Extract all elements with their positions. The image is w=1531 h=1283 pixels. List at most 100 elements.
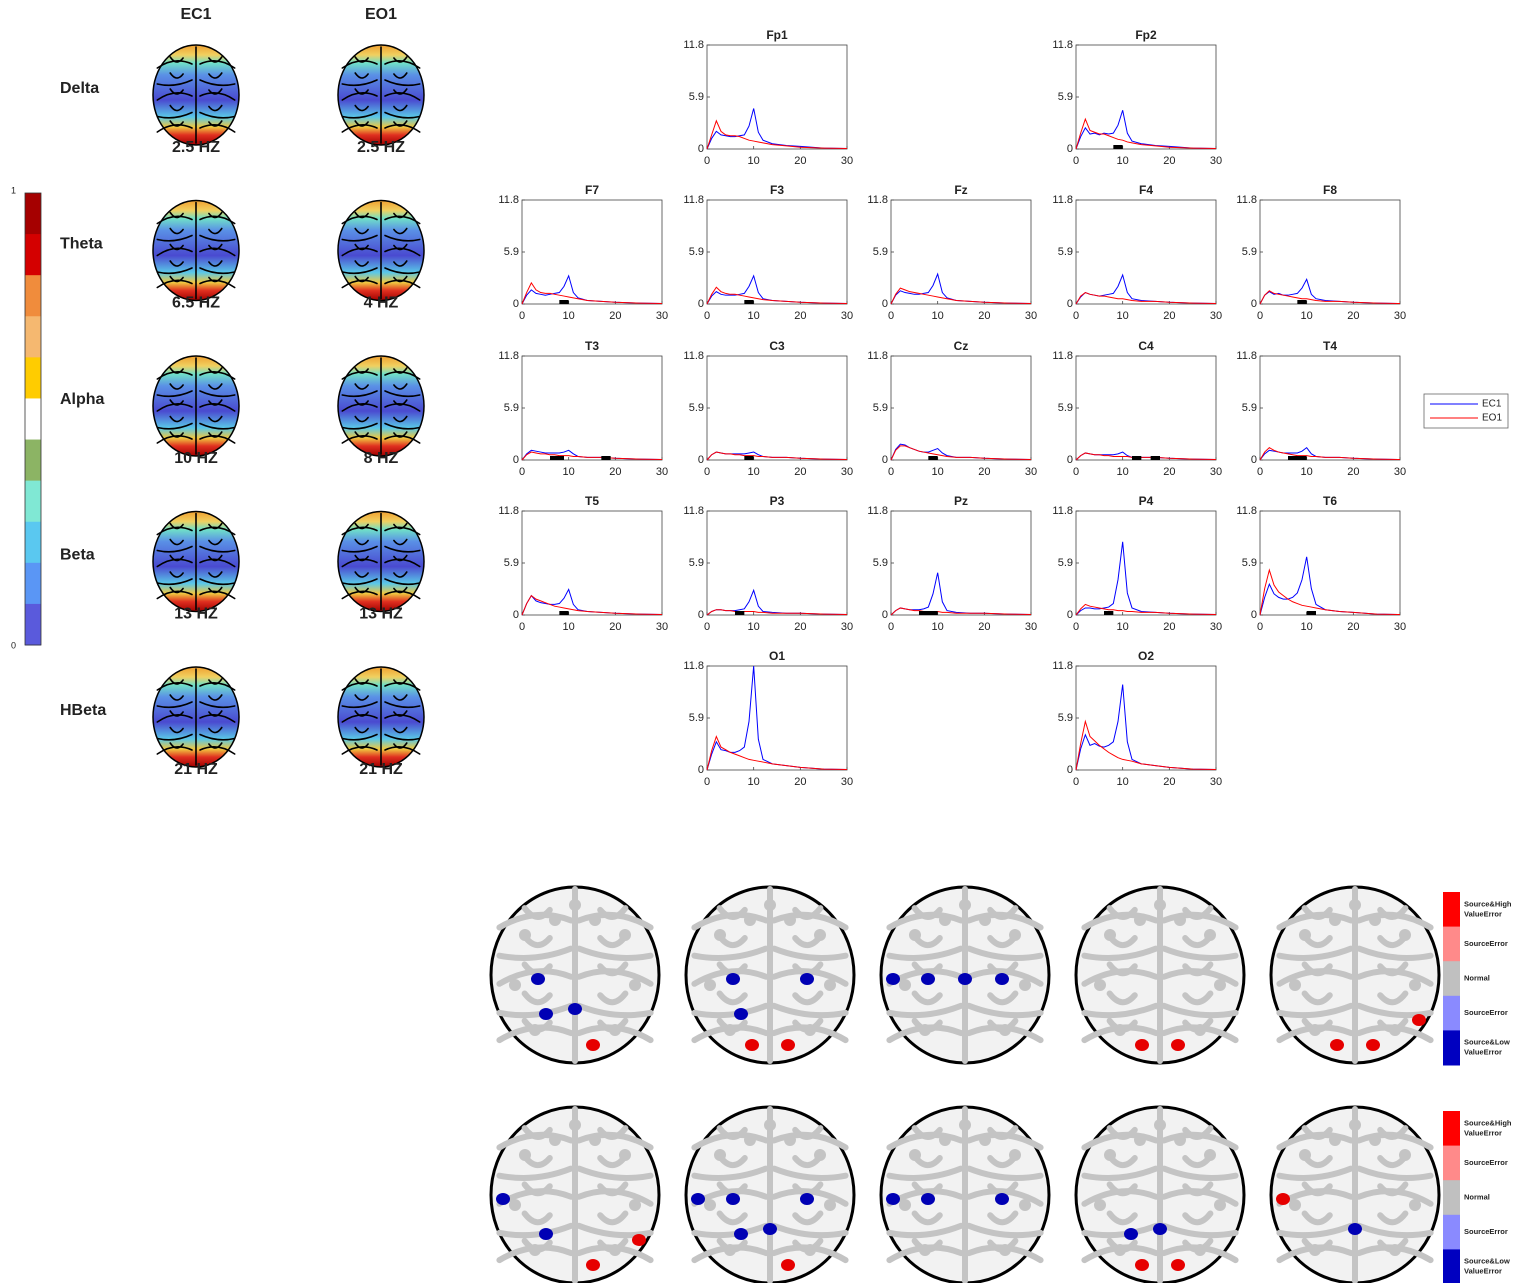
gyrus-line [393, 742, 408, 749]
gyrus-line [911, 990, 943, 1006]
gyrus-line [393, 538, 408, 546]
x-tick-label: 10 [748, 776, 760, 788]
electrode-dot [539, 1008, 553, 1020]
y-tick-label: 5.9 [1242, 557, 1257, 569]
x-tick-label: 30 [1025, 310, 1037, 322]
gyrus-line [208, 399, 223, 406]
x-tick-label: 10 [932, 466, 944, 478]
x-tick-label: 10 [1301, 310, 1313, 322]
spectrum-chart: T6 0 5.9 11.8 0 10 20 30 [1236, 494, 1406, 633]
x-tick-label: 10 [1301, 621, 1313, 633]
gyrus-line [1377, 1210, 1409, 1226]
electrode-dot [1412, 1014, 1426, 1026]
chart-title: Fp2 [1135, 28, 1157, 42]
gyrus-line [199, 234, 236, 242]
y-tick-label: 5.9 [1058, 712, 1073, 724]
brain [337, 510, 425, 613]
brain [152, 355, 240, 457]
electrode-dot [632, 1234, 646, 1246]
gyrus-line [208, 260, 223, 267]
y-tick-label: 0 [1067, 609, 1073, 621]
gyrus-line [1081, 1002, 1159, 1019]
gyrus-line [1377, 961, 1409, 977]
electrode-site [909, 929, 921, 941]
spectrum-chart: P3 0 5.9 11.8 0 10 20 30 [683, 494, 853, 633]
brain [152, 510, 240, 613]
spectrum-line [706, 119, 848, 150]
spectrum-chart: Cz 0 5.9 11.8 0 10 20 30 [867, 339, 1037, 478]
gyrus-line [341, 422, 378, 430]
electrode-site [1299, 929, 1311, 941]
brain [337, 666, 425, 768]
electrode-site [1019, 979, 1031, 991]
electrode-site [569, 899, 581, 911]
electrode-site [714, 929, 726, 941]
gyrus-line [169, 383, 184, 390]
electrode-site [1299, 1149, 1311, 1161]
electrode-site [1214, 1199, 1226, 1211]
y-tick-label: 0 [698, 298, 704, 310]
gyrus-line [341, 733, 378, 741]
gyrus-line [384, 545, 421, 553]
frequency-label: 21 HZ [174, 761, 218, 778]
gyrus-line [208, 56, 223, 63]
spectrum-line [521, 594, 663, 616]
status-label: SourceError [1464, 1158, 1508, 1167]
gyrus-line [1081, 945, 1159, 961]
gyrus-line [597, 1210, 629, 1226]
x-tick-label: 30 [841, 776, 853, 788]
electrode-dot [886, 1193, 900, 1205]
gyrus-line [169, 415, 184, 423]
band-label: Alpha [60, 391, 105, 408]
x-tick-label: 30 [841, 466, 853, 478]
y-tick-label: 11.8 [1052, 194, 1073, 206]
x-tick-label: 30 [1210, 466, 1222, 478]
x-tick-label: 10 [1117, 310, 1129, 322]
x-tick-label: 20 [1163, 466, 1175, 478]
electrode-site [704, 1199, 716, 1211]
chart-title: Pz [954, 494, 968, 508]
y-tick-label: 5.9 [1242, 402, 1257, 414]
y-tick-label: 5.9 [689, 246, 704, 258]
x-tick-label: 0 [519, 621, 525, 633]
y-tick-label: 0 [1067, 143, 1073, 155]
gyrus-line [169, 431, 184, 438]
gyrus-line [156, 79, 193, 87]
gyrus-line [1276, 1165, 1354, 1181]
gyrus-line [886, 1165, 964, 1181]
gyrus-line [169, 88, 184, 95]
gyrus-line [792, 905, 824, 920]
gyrus-line [1182, 1125, 1214, 1140]
electrode-site [519, 1149, 531, 1161]
x-tick-label: 0 [1257, 466, 1263, 478]
spectrum-chart: Fp1 0 5.9 11.8 0 10 20 30 [683, 28, 853, 167]
column-header: EC1 [180, 6, 211, 23]
gyrus-line [208, 522, 223, 530]
chart-title: F4 [1139, 183, 1153, 197]
band-label: Delta [60, 80, 99, 97]
electrode-site [939, 914, 951, 926]
x-tick-label: 0 [1073, 776, 1079, 788]
gyrus-line [393, 571, 408, 578]
gyrus-line [156, 390, 193, 398]
electrode-site [714, 1149, 726, 1161]
electrode-dot [568, 1003, 582, 1015]
electrode-site [784, 1134, 796, 1146]
gyrus-line [354, 431, 369, 438]
gyrus-line [597, 961, 629, 977]
gyrus-line [354, 538, 369, 546]
y-tick-label: 0 [698, 764, 704, 776]
gyrus-line [199, 267, 236, 275]
electrode-site [609, 1244, 621, 1256]
gyrus-line [384, 111, 421, 119]
gyrus-line [199, 701, 236, 709]
y-tick-label: 11.8 [867, 505, 888, 517]
gyrus-line [1106, 1210, 1138, 1226]
y-tick-label: 11.8 [683, 39, 704, 51]
y-tick-label: 0 [698, 609, 704, 621]
electrode-dot [800, 973, 814, 985]
gyrus-line [208, 742, 223, 749]
plot-area [890, 199, 1032, 305]
y-tick-label: 11.8 [683, 350, 704, 362]
y-tick-label: 11.8 [498, 350, 519, 362]
